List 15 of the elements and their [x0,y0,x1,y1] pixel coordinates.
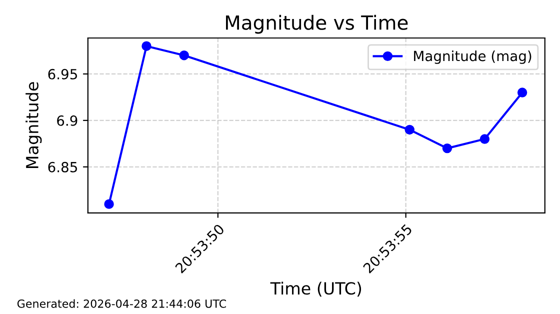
text: Generated: 2026-04-28 21:44:06 UTC [17,299,226,308]
y-tick-label: 6.95 [48,68,77,80]
point [480,134,490,144]
chart-title: Magnitude vs Time [226,14,408,34]
point [142,41,152,51]
y-axis-title: Magnitude [26,82,42,168]
point [442,143,452,154]
legend-label: Magnitude (mag) [414,50,532,64]
y-tick-label: 6.9 [57,115,78,126]
y-tick-label: 6.85 [48,162,77,172]
x-axis-title: Time (UTC) [270,282,362,297]
point [179,50,189,60]
point [517,88,528,98]
point [404,124,414,135]
point [104,199,114,209]
